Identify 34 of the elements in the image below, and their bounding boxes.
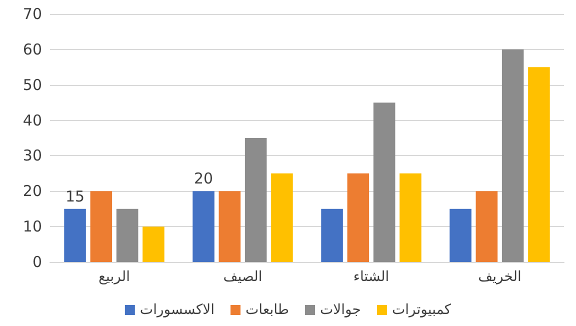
bar xyxy=(450,208,472,262)
y-tick-label: 50 xyxy=(22,76,42,94)
bar xyxy=(271,173,293,262)
legend-label: الاكسسورات xyxy=(140,302,215,318)
bar xyxy=(218,191,241,262)
data-label: 20 xyxy=(194,170,214,188)
bar xyxy=(142,226,164,262)
bar xyxy=(476,191,498,262)
bar xyxy=(321,208,343,262)
x-tick-label: الربيع xyxy=(98,269,130,285)
y-tick-label: 0 xyxy=(32,253,42,271)
bar xyxy=(192,191,214,262)
bar xyxy=(116,208,138,262)
y-tick-label: 20 xyxy=(22,182,42,200)
bar xyxy=(502,49,524,262)
y-tick-label: 30 xyxy=(22,146,42,165)
x-tick-label: الشتاء xyxy=(353,269,390,285)
x-tick-label: الصيف xyxy=(223,269,262,285)
bar xyxy=(373,102,396,262)
bar xyxy=(400,173,422,262)
x-tick-label: الخريف xyxy=(478,269,522,285)
bar xyxy=(64,208,86,262)
data-label: 15 xyxy=(65,187,85,206)
legend-label: جوالات xyxy=(320,302,361,318)
y-tick-label: 10 xyxy=(22,218,42,236)
y-tick-label: 60 xyxy=(22,40,42,58)
bar xyxy=(90,191,112,262)
bar xyxy=(347,173,370,262)
bar xyxy=(528,67,550,262)
legend-label: طابعات xyxy=(246,302,290,318)
legend-label: كمبيوترات xyxy=(392,302,452,318)
y-tick-label: 70 xyxy=(22,5,42,23)
y-tick-label: 40 xyxy=(22,111,42,130)
bar xyxy=(244,138,267,262)
